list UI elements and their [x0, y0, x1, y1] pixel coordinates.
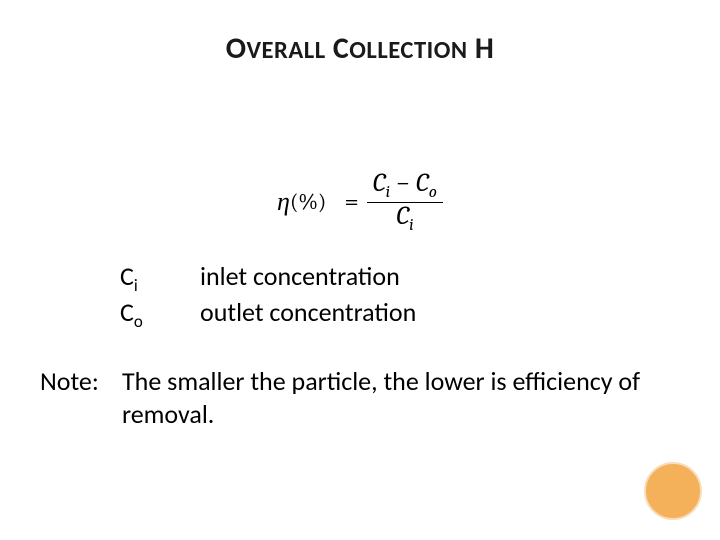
description-co: outlet concentration	[200, 296, 416, 332]
symbol-ci-main: C	[120, 260, 134, 292]
symbol-co: Co	[120, 296, 200, 332]
title-part-h: H	[468, 30, 495, 67]
efficiency-equation: η(%) = Ci − Co Ci	[0, 170, 720, 235]
symbol-co-sub: o	[134, 312, 143, 333]
note-label: Note:	[40, 365, 122, 430]
slide-title: OVERALL COLLECTION H	[0, 30, 720, 67]
symbol-definitions: Ci inlet concentration Co outlet concent…	[120, 260, 416, 333]
fraction: Ci − Co Ci	[367, 170, 443, 235]
denominator: Ci	[390, 203, 419, 235]
num-co-sub: o	[429, 183, 437, 202]
numerator: Ci − Co	[367, 170, 443, 203]
note-text: The smaller the particle, the lower is e…	[122, 365, 660, 430]
symbol-co-main: C	[120, 296, 134, 328]
symbol-ci-sub: i	[134, 275, 138, 296]
den-ci-c: C	[396, 201, 409, 231]
footnote: Note: The smaller the particle, the lowe…	[40, 365, 660, 430]
equation-lhs: η(%)	[277, 187, 326, 217]
num-minus: −	[390, 168, 416, 198]
description-ci: inlet concentration	[200, 260, 400, 296]
equals-sign: =	[344, 187, 358, 217]
definition-row: Co outlet concentration	[120, 296, 416, 332]
title-part-verall: VERALL	[247, 35, 326, 65]
eta-symbol: η	[277, 187, 290, 217]
title-part-ollection: OLLECTION	[349, 35, 467, 65]
definition-row: Ci inlet concentration	[120, 260, 416, 296]
den-ci-sub: i	[409, 216, 413, 235]
decor-circle-icon	[644, 462, 702, 520]
title-part-c: C	[326, 30, 350, 67]
symbol-ci: Ci	[120, 260, 200, 296]
title-part-o: O	[226, 30, 247, 67]
num-co-c: C	[416, 168, 429, 198]
num-ci-c: C	[373, 168, 386, 198]
percent-label: (%)	[290, 189, 326, 215]
